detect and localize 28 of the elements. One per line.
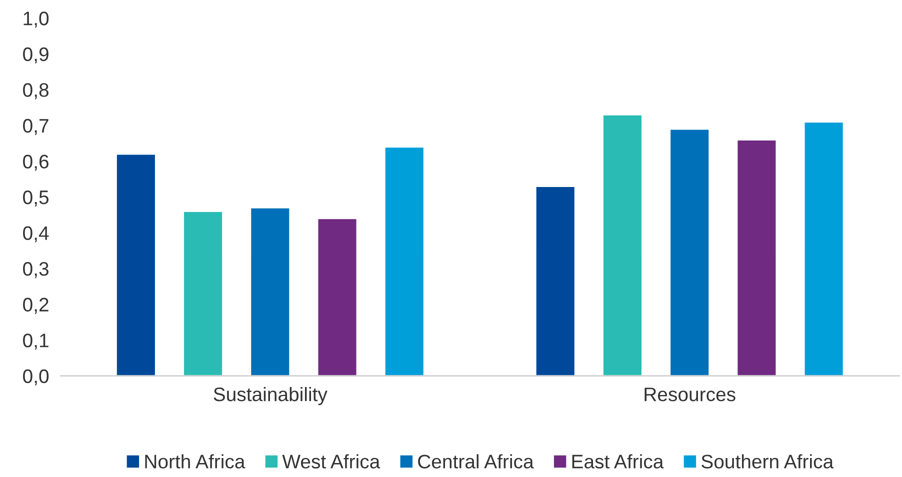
bar [250,207,291,376]
y-tick-label: 0,2 [23,298,48,314]
y-tick-label: 0,7 [23,118,48,135]
bar [602,114,643,376]
y-tick-label: 0,1 [23,334,48,350]
legend-label: East Africa [572,454,664,468]
bar [736,139,778,376]
y-tick-label: 0,9 [23,47,48,64]
y-tick-label: 0,5 [23,190,49,207]
x-tick-label: Sustainability [214,386,328,406]
x-tick-label: Resources [644,388,736,402]
y-tick-label: 0,8 [23,83,48,100]
bar [182,210,224,376]
y-tick-label: 0,4 [23,226,49,242]
bar [534,186,576,376]
bar [116,153,156,376]
legend-label: Central Africa [418,454,534,468]
bar [669,128,710,376]
bar [316,218,358,376]
y-tick-label: 0,3 [23,262,48,278]
y-tick-label: 0,0 [23,369,49,386]
legend-label: North Africa [145,454,246,468]
legend-label: Southern Africa [702,454,834,468]
bar [384,146,425,376]
y-tick-label: 0,6 [23,154,48,171]
y-tick-label: 1,0 [24,12,49,28]
legend-label: West Africa [282,454,380,468]
bar [803,121,844,376]
